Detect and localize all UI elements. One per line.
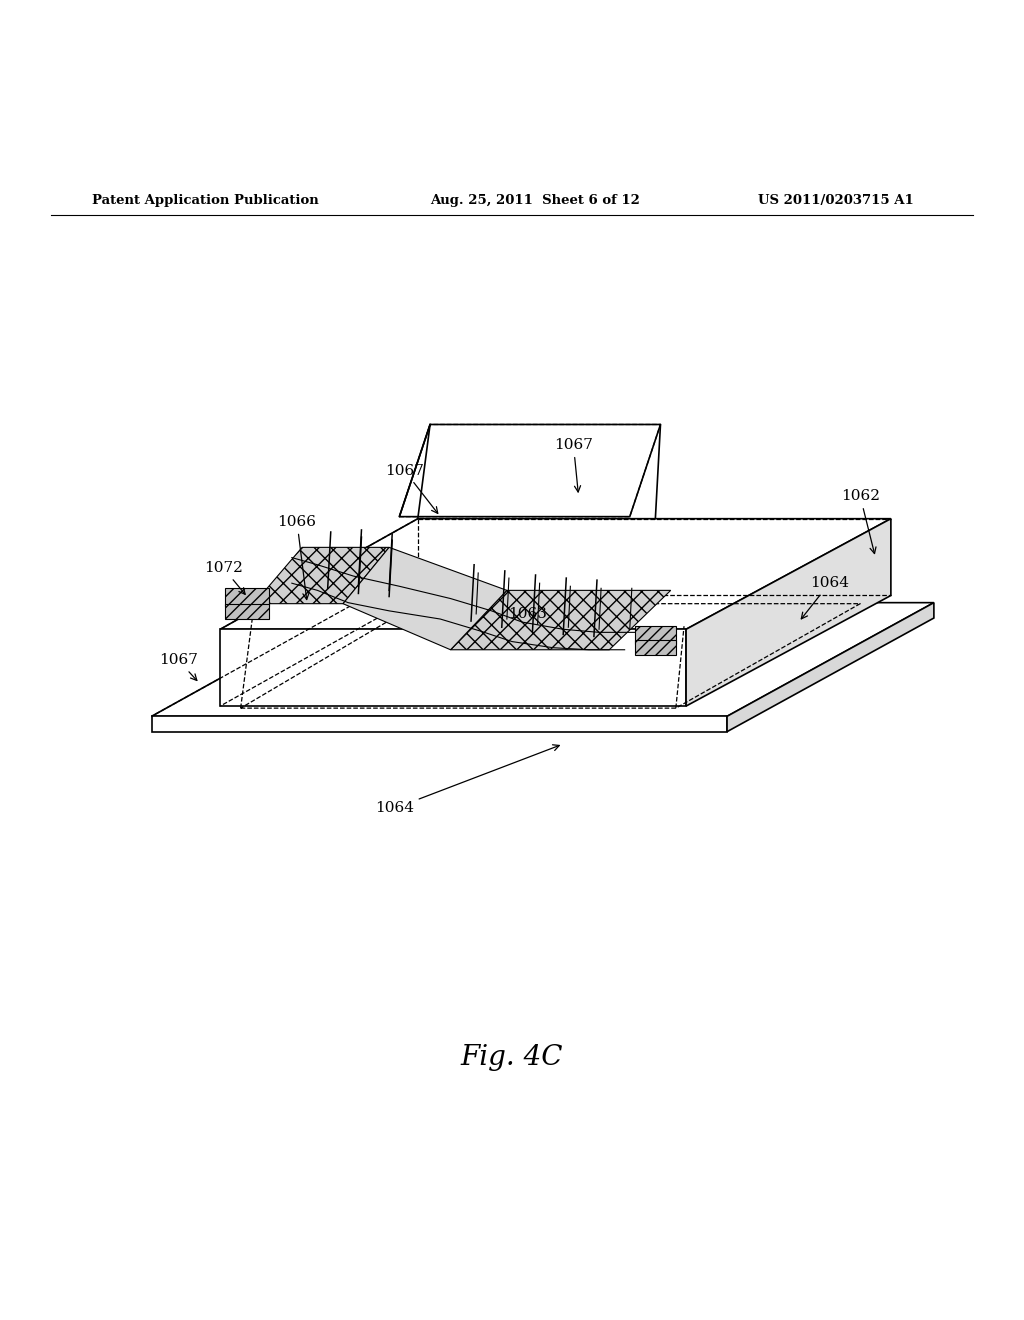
Polygon shape: [220, 519, 891, 630]
Polygon shape: [635, 626, 676, 644]
Text: 1063: 1063: [508, 607, 547, 620]
Text: 1067: 1067: [159, 653, 198, 681]
Polygon shape: [727, 603, 934, 731]
Polygon shape: [451, 590, 671, 649]
Text: 1064: 1064: [802, 577, 849, 619]
Text: 1072: 1072: [204, 561, 245, 594]
Polygon shape: [152, 603, 934, 717]
Polygon shape: [343, 548, 507, 649]
Polygon shape: [220, 630, 686, 706]
Text: 1062: 1062: [841, 490, 880, 553]
Polygon shape: [635, 639, 676, 655]
Text: 1067: 1067: [385, 463, 437, 513]
Text: Aug. 25, 2011  Sheet 6 of 12: Aug. 25, 2011 Sheet 6 of 12: [430, 194, 640, 207]
Text: Fig. 4C: Fig. 4C: [461, 1044, 563, 1071]
Text: 1064: 1064: [375, 744, 559, 816]
Polygon shape: [152, 717, 727, 731]
Polygon shape: [254, 548, 389, 603]
Text: US 2011/0203715 A1: US 2011/0203715 A1: [758, 194, 913, 207]
Text: Patent Application Publication: Patent Application Publication: [92, 194, 318, 207]
Polygon shape: [225, 589, 269, 606]
Polygon shape: [225, 603, 269, 619]
Text: 1066: 1066: [278, 515, 316, 599]
Polygon shape: [686, 519, 891, 706]
Polygon shape: [399, 425, 660, 516]
Text: 1067: 1067: [554, 438, 593, 492]
